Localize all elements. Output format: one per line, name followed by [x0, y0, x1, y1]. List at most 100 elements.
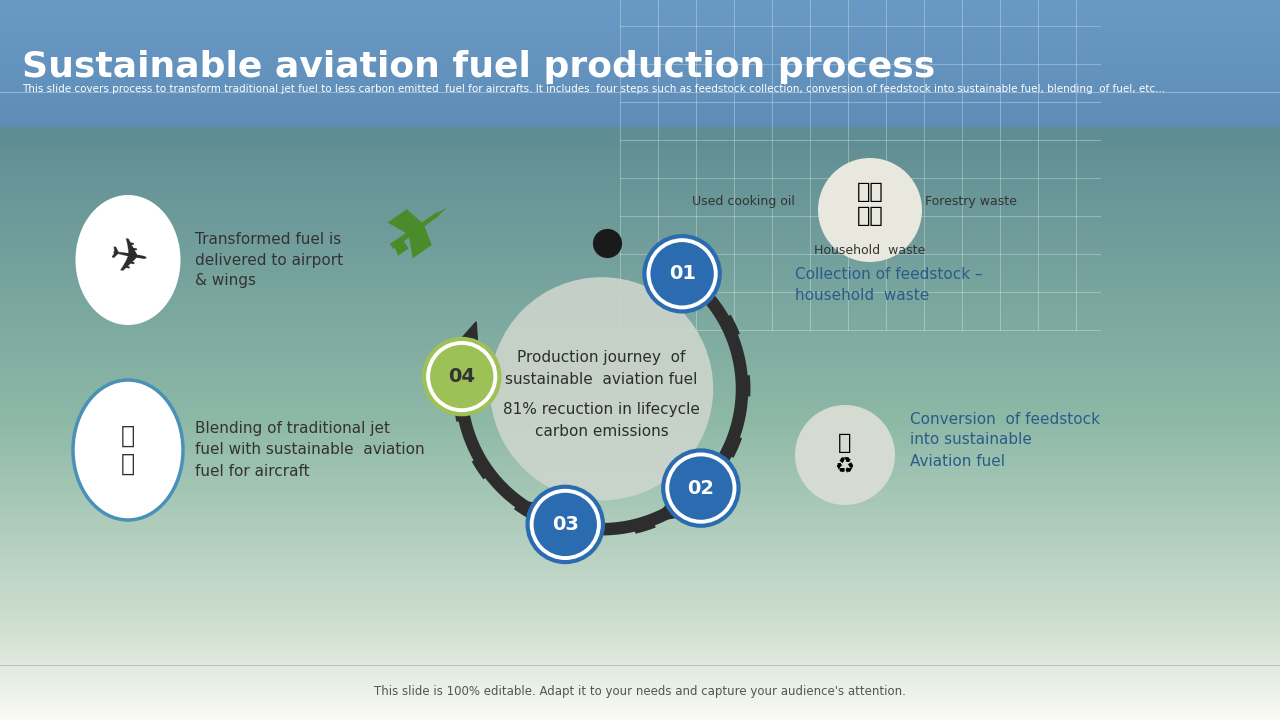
Text: 🏭
♻️: 🏭 ♻️	[835, 433, 855, 477]
Bar	[0, 486, 1280, 490]
Bar	[0, 360, 1280, 364]
Bar	[0, 122, 1280, 126]
Bar	[0, 428, 1280, 432]
Bar	[0, 364, 1280, 367]
Bar	[0, 688, 1280, 691]
Bar	[0, 482, 1280, 486]
Circle shape	[527, 487, 603, 562]
Bar	[0, 619, 1280, 623]
Bar	[0, 234, 1280, 238]
Bar	[0, 626, 1280, 630]
Text: 03: 03	[552, 515, 579, 534]
Bar	[0, 612, 1280, 616]
Circle shape	[795, 405, 895, 505]
Bar	[0, 706, 1280, 709]
Bar	[0, 644, 1280, 648]
Bar	[0, 79, 1280, 83]
Bar	[0, 342, 1280, 346]
Bar	[0, 151, 1280, 155]
Bar	[0, 331, 1280, 335]
Bar	[0, 590, 1280, 594]
Bar	[0, 349, 1280, 353]
Bar	[0, 158, 1280, 162]
Bar	[0, 101, 1280, 104]
Bar	[0, 540, 1280, 544]
Circle shape	[430, 345, 493, 408]
Bar	[0, 108, 1280, 112]
Bar	[0, 65, 1280, 68]
Bar	[0, 385, 1280, 389]
Bar	[0, 515, 1280, 518]
Bar	[0, 479, 1280, 482]
Bar	[0, 716, 1280, 720]
Bar	[0, 32, 1280, 36]
Circle shape	[663, 451, 739, 526]
Bar	[0, 230, 1280, 234]
Bar	[0, 436, 1280, 439]
Bar	[0, 518, 1280, 522]
Bar	[0, 238, 1280, 241]
Circle shape	[424, 339, 499, 414]
Polygon shape	[394, 239, 408, 256]
Bar	[0, 698, 1280, 702]
Bar	[0, 299, 1280, 302]
Bar	[0, 324, 1280, 328]
Bar	[0, 353, 1280, 356]
Bar	[0, 677, 1280, 680]
Bar	[0, 389, 1280, 392]
Bar	[0, 248, 1280, 252]
Bar	[0, 421, 1280, 425]
Text: Sustainable aviation fuel production process: Sustainable aviation fuel production pro…	[22, 50, 936, 84]
Bar	[0, 338, 1280, 342]
Bar	[0, 634, 1280, 637]
Bar	[0, 328, 1280, 331]
Circle shape	[650, 242, 714, 305]
Text: This slide covers process to transform traditional jet fuel to less carbon emitt: This slide covers process to transform t…	[22, 84, 1165, 94]
Bar	[0, 583, 1280, 587]
Bar	[0, 500, 1280, 504]
Bar	[0, 266, 1280, 270]
Bar	[0, 464, 1280, 468]
Bar	[0, 140, 1280, 144]
Bar	[0, 504, 1280, 508]
Bar	[0, 594, 1280, 598]
Text: 🏠🌲
💧🚚: 🏠🌲 💧🚚	[856, 182, 883, 225]
Bar	[0, 472, 1280, 475]
Bar	[0, 306, 1280, 310]
Bar	[0, 673, 1280, 677]
Bar	[0, 43, 1280, 47]
Bar	[0, 522, 1280, 526]
Bar	[0, 371, 1280, 374]
Bar	[0, 25, 1280, 29]
Bar	[0, 562, 1280, 565]
Bar	[0, 295, 1280, 299]
Bar	[0, 526, 1280, 529]
Bar	[0, 277, 1280, 281]
Bar	[0, 616, 1280, 619]
Bar	[0, 7, 1280, 11]
Bar	[0, 274, 1280, 277]
Bar	[0, 670, 1280, 673]
Bar	[0, 212, 1280, 216]
Bar	[0, 623, 1280, 626]
Bar	[0, 97, 1280, 101]
Bar	[0, 454, 1280, 457]
Bar	[0, 22, 1280, 25]
Bar	[0, 450, 1280, 454]
Bar	[0, 47, 1280, 50]
Bar	[0, 695, 1280, 698]
Bar	[0, 551, 1280, 554]
Bar	[0, 533, 1280, 536]
Bar	[0, 432, 1280, 436]
Bar	[0, 187, 1280, 191]
Polygon shape	[515, 500, 540, 521]
Bar	[0, 194, 1280, 198]
Bar	[0, 565, 1280, 569]
Bar	[0, 490, 1280, 493]
Bar	[0, 396, 1280, 400]
Bar	[0, 569, 1280, 572]
Bar	[0, 209, 1280, 212]
Bar	[0, 133, 1280, 137]
Bar	[0, 680, 1280, 684]
Bar	[0, 666, 1280, 670]
